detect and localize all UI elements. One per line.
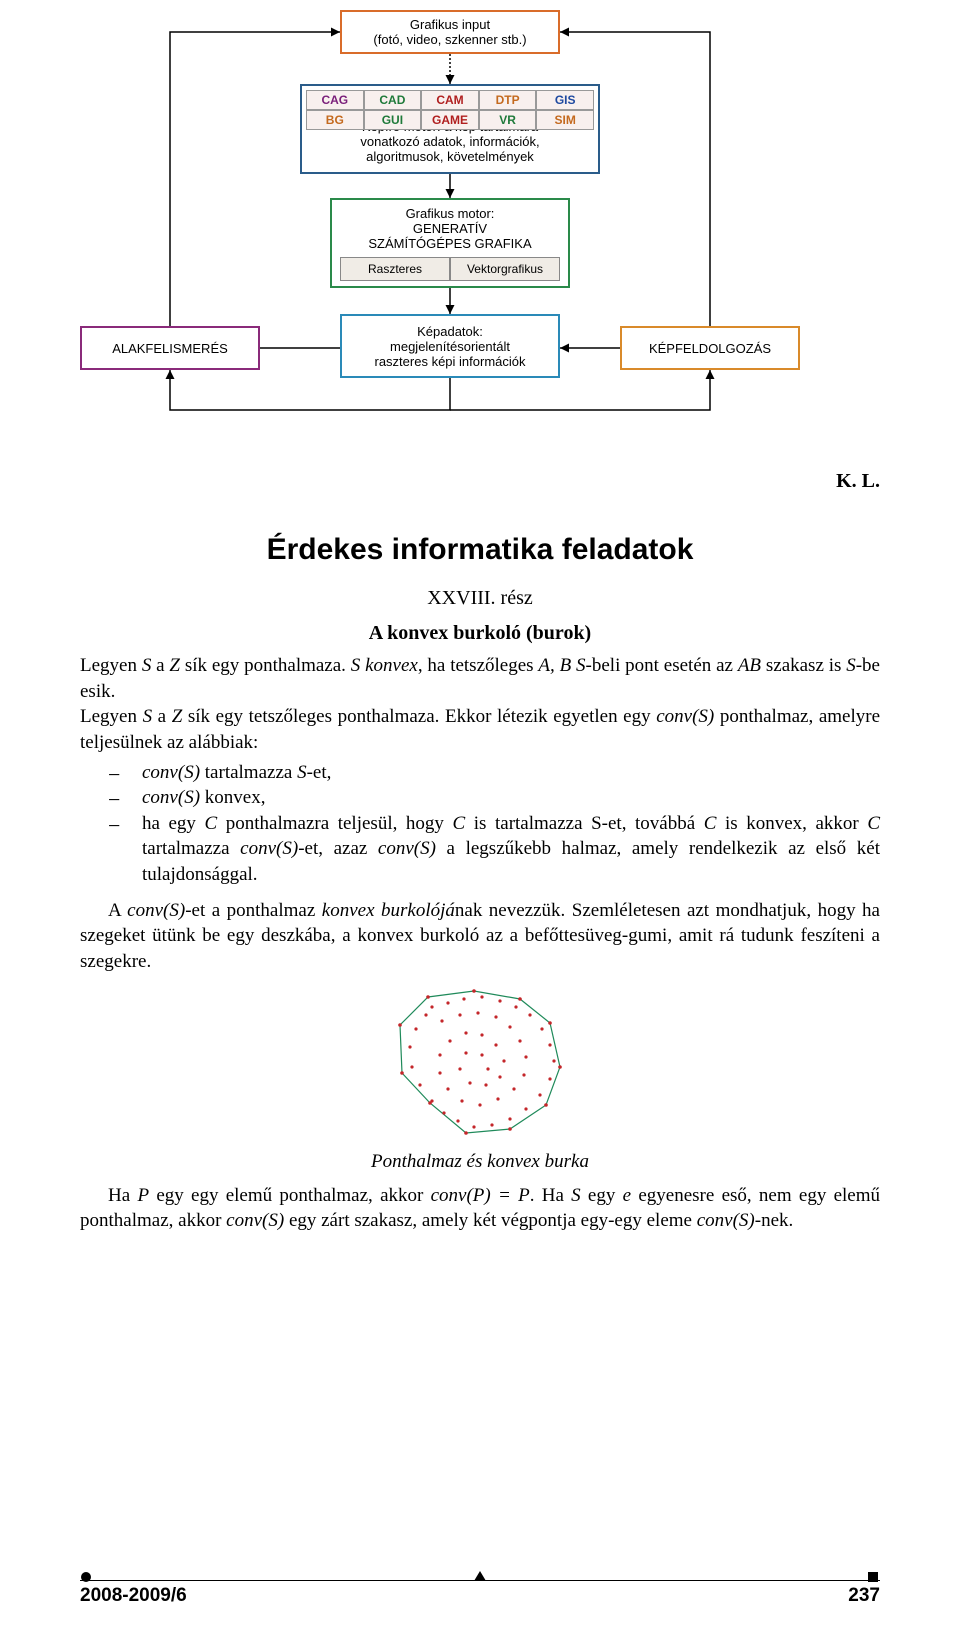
engine-line2: vonatkozó adatok, információk, <box>360 134 539 149</box>
kepadat-line3: raszteres képi információk <box>375 354 526 369</box>
part-number: XXVIII. rész <box>80 587 880 610</box>
kepadat-line2: megjelenítésorientált <box>390 339 510 354</box>
footer-page-number: 237 <box>848 1585 880 1607</box>
paragraph-4-wrap: Ha P egy egy elemű ponthalmaz, akkor con… <box>80 1183 880 1234</box>
input-line1: Grafikus input <box>410 17 490 32</box>
engine-line3: algoritmusok, követelmények <box>366 149 534 164</box>
box-image-processing: KÉPFELDOLGOZÁS <box>620 326 800 370</box>
paragraph-1: Legyen S a Z sík egy ponthalmaza. S konv… <box>80 653 880 704</box>
kepadat-line1: Képadatok: <box>417 324 483 339</box>
author-initials: K. L. <box>80 470 880 493</box>
flowchart-diagram: Grafikus input (fotó, video, szkenner st… <box>80 10 880 460</box>
paragraph-2: Legyen S a Z sík egy tetszőleges ponthal… <box>80 704 880 755</box>
engine-grid-cell: GUI <box>364 110 422 130</box>
figure-caption: Ponthalmaz és konvex burka <box>80 1151 880 1173</box>
box-shape-recognition: ALAKFELISMERÉS <box>80 326 260 370</box>
engine-grid-cell: SIM <box>536 110 594 130</box>
page-footer: 2008-2009/6 237 <box>80 1580 880 1607</box>
engine-grid-cell: GAME <box>421 110 479 130</box>
convex-hull-figure <box>370 985 590 1145</box>
section-heading: A konvex burkoló (burok) <box>80 622 880 645</box>
engine-grid-cell: BG <box>306 110 364 130</box>
list-item: conv(S) konvex, <box>108 785 880 811</box>
engine-subtype-grid: CAGCADCAMDTPGIS BGGUIGAMEVRSIM <box>306 90 594 130</box>
engine-grid-cell: CAD <box>364 90 422 110</box>
footer-issue: 2008-2009/6 <box>80 1585 187 1607</box>
paragraph-3-wrap: A conv(S)-et a ponthalmaz konvex burkoló… <box>80 898 880 975</box>
box-graphics-motor: Grafikus motor: GENERATÍV SZÁMÍTÓGÉPES G… <box>330 198 570 288</box>
motor-line1: Grafikus motor: <box>406 206 495 221</box>
list-item: ha egy C ponthalmazra teljesül, hogy C i… <box>108 811 880 888</box>
engine-grid-cell: GIS <box>536 90 594 110</box>
engine-grid-cell: CAM <box>421 90 479 110</box>
motor-line2: GENERATÍV <box>413 221 487 236</box>
engine-grid-cell: DTP <box>479 90 537 110</box>
box-descriptor-engine: CAGCADCAMDTPGISBGGUIGAMEVRSIM Képíró mot… <box>300 84 600 174</box>
body-text: Legyen S a Z sík egy ponthalmaza. S konv… <box>80 653 880 756</box>
engine-grid-cell: CAG <box>306 90 364 110</box>
motor-cell-raster: Raszteres <box>340 257 450 281</box>
engine-grid-cell: VR <box>479 110 537 130</box>
box-image-data: Képadatok: megjelenítésorientált raszter… <box>340 314 560 378</box>
article-title: Érdekes informatika feladatok <box>80 533 880 567</box>
motor-line3: SZÁMÍTÓGÉPES GRAFIKA <box>368 236 531 251</box>
input-line2: (fotó, video, szkenner stb.) <box>373 32 526 47</box>
paragraph-4: Ha P egy egy elemű ponthalmaz, akkor con… <box>80 1183 880 1234</box>
property-list: conv(S) tartalmazza S-et, conv(S) konvex… <box>108 760 880 888</box>
paragraph-3: A conv(S)-et a ponthalmaz konvex burkoló… <box>80 898 880 975</box>
motor-cell-vector: Vektorgrafikus <box>450 257 560 281</box>
box-graphic-input: Grafikus input (fotó, video, szkenner st… <box>340 10 560 54</box>
list-item: conv(S) tartalmazza S-et, <box>108 760 880 786</box>
